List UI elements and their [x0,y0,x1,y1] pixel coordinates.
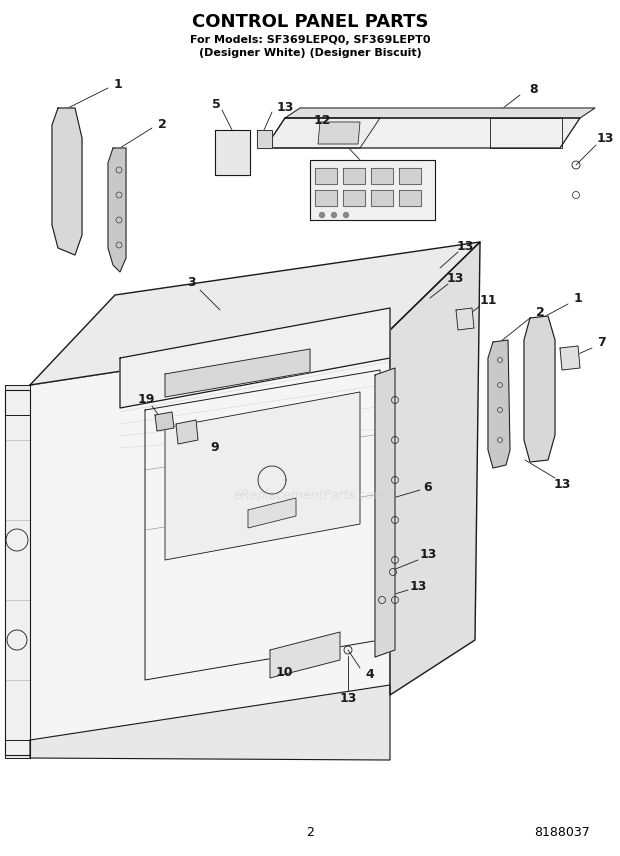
Polygon shape [318,122,360,144]
Text: 8: 8 [529,82,538,96]
Text: CONTROL PANEL PARTS: CONTROL PANEL PARTS [192,13,428,31]
Polygon shape [30,685,390,760]
Polygon shape [343,168,365,184]
Polygon shape [5,390,30,755]
Polygon shape [315,168,337,184]
Text: 3: 3 [188,276,197,289]
Text: 2: 2 [536,306,544,318]
Polygon shape [52,108,82,255]
Text: 10: 10 [275,665,293,679]
Polygon shape [343,190,365,206]
Polygon shape [399,190,421,206]
Polygon shape [257,130,272,148]
Polygon shape [120,308,390,408]
Polygon shape [248,498,296,528]
Polygon shape [285,108,595,118]
Text: 13: 13 [596,132,614,145]
Polygon shape [524,316,555,462]
Text: 13: 13 [419,549,436,562]
Polygon shape [30,242,480,385]
Text: 6: 6 [423,480,432,494]
Text: 13: 13 [277,100,294,114]
Text: 2: 2 [157,117,166,130]
Circle shape [319,212,324,217]
Circle shape [332,212,337,217]
Text: 8188037: 8188037 [534,825,590,839]
Polygon shape [270,632,340,678]
Polygon shape [165,392,360,560]
Polygon shape [5,740,30,758]
Text: 13: 13 [446,271,464,284]
Text: 11: 11 [479,294,497,306]
Polygon shape [265,118,580,148]
Polygon shape [265,118,380,148]
Text: (Designer White) (Designer Biscuit): (Designer White) (Designer Biscuit) [198,48,422,58]
Polygon shape [371,168,393,184]
Polygon shape [310,160,435,220]
Polygon shape [315,190,337,206]
Text: 13: 13 [456,240,474,253]
Text: 2: 2 [306,825,314,839]
Text: 9: 9 [211,441,219,454]
Circle shape [343,212,348,217]
Polygon shape [560,346,580,370]
Polygon shape [399,168,421,184]
Text: 5: 5 [211,98,220,110]
Text: 19: 19 [137,393,154,406]
Polygon shape [375,368,395,657]
Polygon shape [176,420,198,444]
Text: 13: 13 [553,478,570,490]
Polygon shape [488,340,510,468]
Polygon shape [371,190,393,206]
Text: eReplacementParts.com: eReplacementParts.com [234,489,386,502]
Polygon shape [5,385,30,415]
Polygon shape [155,412,174,431]
Text: 7: 7 [596,336,605,349]
Polygon shape [108,148,126,272]
Text: 12: 12 [313,114,330,127]
Text: For Models: SF369LEPQ0, SF369LEPT0: For Models: SF369LEPQ0, SF369LEPT0 [190,35,430,45]
Text: 1: 1 [574,292,582,305]
Polygon shape [30,330,390,758]
Text: 13: 13 [339,692,356,704]
Text: 4: 4 [366,669,374,681]
Text: 13: 13 [409,580,427,592]
Text: 1: 1 [113,78,122,91]
Polygon shape [456,308,474,330]
Polygon shape [390,242,480,695]
Polygon shape [165,349,310,397]
Polygon shape [215,130,250,175]
